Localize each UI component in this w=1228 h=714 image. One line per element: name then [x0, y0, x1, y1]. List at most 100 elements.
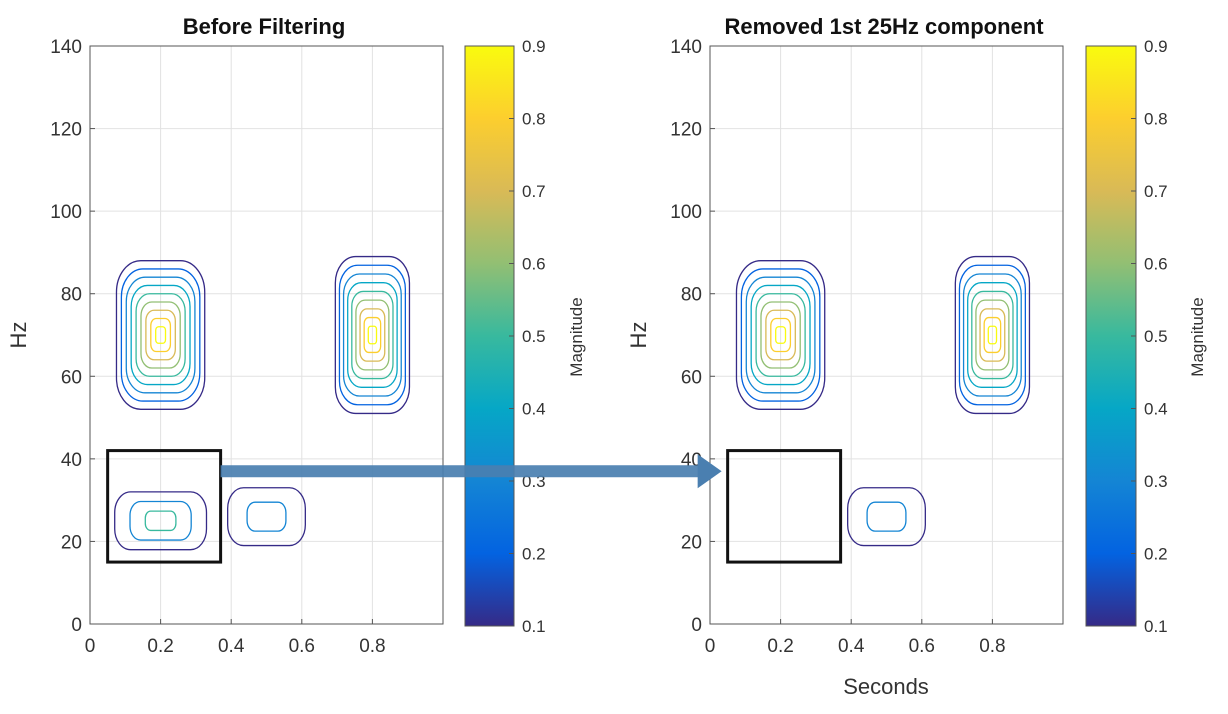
colorbar-tick-label: 0.4 [522, 400, 546, 419]
contour-line [367, 325, 378, 345]
colorbar-tick-label: 0.1 [522, 617, 546, 636]
colorbar-label: Magnitude [1188, 297, 1207, 376]
chart-title: Before Filtering [183, 14, 346, 39]
contour-line [735, 260, 826, 410]
contour-line [770, 317, 792, 353]
colorbar-tick-label: 0.1 [1144, 617, 1168, 636]
x-tick-label: 0.2 [767, 636, 793, 657]
contour-line [765, 309, 796, 361]
y-tick-label: 0 [691, 615, 702, 636]
contour-line [150, 317, 172, 353]
colorbar-tick-label: 0.4 [1144, 400, 1168, 419]
contour-line [144, 510, 177, 532]
contour-line [130, 284, 191, 386]
y-tick-label: 60 [61, 367, 82, 388]
colorbar-tick-label: 0.6 [522, 255, 546, 274]
contour-line [342, 273, 402, 397]
colorbar-label: Magnitude [567, 297, 586, 376]
colorbar-tick-label: 0.9 [522, 37, 546, 56]
contour-line [115, 260, 206, 410]
contour-line [334, 255, 411, 415]
y-tick-label: 60 [681, 367, 702, 388]
colorbar-tick-label: 0.8 [1144, 110, 1168, 129]
contour-line [227, 487, 306, 547]
x-tick-label: 0.8 [359, 636, 385, 657]
x-tick-label: 0 [705, 636, 716, 657]
colorbar-tick-label: 0.8 [522, 110, 546, 129]
contour-group [735, 260, 826, 410]
contour-group [114, 491, 208, 551]
chart-title: Removed 1st 25Hz component [724, 14, 1044, 39]
y-tick-label: 140 [670, 37, 702, 58]
contour-line [355, 299, 390, 371]
y-tick-label: 140 [50, 37, 82, 58]
y-axis-label: Hz [626, 322, 651, 349]
contour-line [775, 326, 787, 344]
contour-line [750, 284, 811, 386]
colorbar-tick-label: 0.5 [522, 327, 546, 346]
y-tick-label: 120 [50, 120, 82, 141]
contour-line [975, 299, 1010, 371]
contour-line [847, 487, 926, 547]
contour-line [866, 501, 907, 532]
contour-line [246, 501, 287, 532]
axes-frame [709, 45, 1064, 625]
x-tick-label: 0.6 [289, 636, 315, 657]
contour-line [745, 276, 816, 394]
contour-line [155, 326, 167, 344]
colorbar-tick-label: 0.6 [1144, 255, 1168, 274]
x-tick-label: 0.2 [147, 636, 173, 657]
contour-group [227, 487, 306, 547]
contour-line [954, 255, 1031, 415]
highlight-box [726, 449, 843, 564]
colorbar-tick-label: 0.7 [1144, 182, 1168, 201]
colorbar-tick-label: 0.7 [522, 182, 546, 201]
contour-group [847, 487, 926, 547]
chart-panel-after: Removed 1st 25Hz component Hz Seconds Ma… [626, 14, 1207, 699]
axes-frame [89, 45, 444, 625]
colorbar-tick-label: 0.2 [1144, 545, 1168, 564]
x-tick-label: 0.4 [838, 636, 865, 657]
transfer-arrow [220, 454, 722, 489]
x-tick-label: 0.4 [218, 636, 245, 657]
contour-group [954, 255, 1031, 415]
colorbar-tick-label: 0.9 [1144, 37, 1168, 56]
plot-area [710, 46, 1063, 624]
contour-line [359, 308, 386, 362]
y-tick-label: 80 [61, 285, 82, 306]
contour-line [971, 290, 1014, 380]
contour-line [740, 268, 821, 402]
contour-line [967, 282, 1018, 388]
y-tick-label: 20 [681, 532, 702, 553]
overlay-layer [220, 454, 722, 489]
contour-line [363, 316, 382, 354]
y-tick-label: 80 [681, 285, 702, 306]
y-tick-label: 20 [61, 532, 82, 553]
y-tick-label: 120 [670, 120, 702, 141]
y-tick-label: 0 [71, 615, 82, 636]
contour-line [347, 282, 398, 388]
arrow-head [697, 454, 722, 489]
colorbar-tick-label: 0.2 [522, 545, 546, 564]
contour-line [140, 301, 181, 369]
colorbar [464, 45, 515, 627]
contour-line [145, 309, 176, 361]
x-tick-label: 0.6 [909, 636, 935, 657]
contour-line [987, 325, 998, 345]
contour-line [114, 491, 208, 551]
x-tick-label: 0.8 [979, 636, 1005, 657]
chart-panel-before: Before Filtering Hz Magnitude 0 0.2 0.4 0.6… [6, 14, 586, 657]
arrow-shaft [220, 465, 700, 478]
contour-line [120, 268, 201, 402]
contour-group [115, 260, 206, 410]
x-tick-label: 0 [85, 636, 96, 657]
y-axis-label: Hz [6, 322, 31, 349]
colorbar [1085, 45, 1137, 627]
contour-line [129, 500, 192, 541]
contour-line [338, 264, 406, 406]
contour-group [334, 255, 411, 415]
contour-line [351, 290, 394, 380]
contour-line [958, 264, 1026, 406]
y-tick-label: 100 [50, 202, 82, 223]
